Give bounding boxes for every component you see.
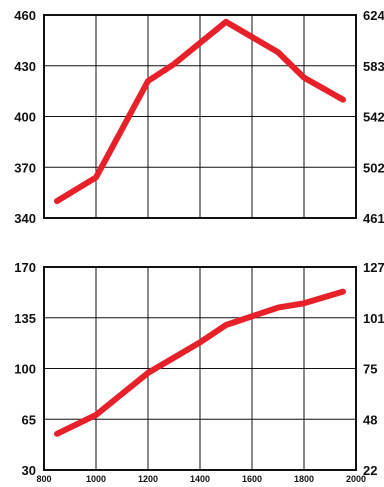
chart-1-y-tick-label-400: 400 <box>14 110 36 125</box>
chart-2-frame <box>43 266 357 471</box>
chart-2-x-tick-label-1000: 1000 <box>86 474 106 484</box>
chart-2-y-tick-label-135: 135 <box>14 311 36 326</box>
chart-2-x-tick-label-1200: 1200 <box>138 474 158 484</box>
chart-1-series-line-1 <box>54 18 346 205</box>
chart-1-y2-tick-label-583: 583 <box>363 59 384 74</box>
chart-1-y-tick-label-370: 370 <box>14 160 36 175</box>
chart-2-y2-tick-label-48: 48 <box>363 412 377 427</box>
chart-2-y-tick-label-65: 65 <box>22 412 36 427</box>
chart-1-y2-tick-label-624: 624 <box>363 8 384 23</box>
chart-2-y-tick-label-100: 100 <box>14 362 36 377</box>
chart-1-y2-tick-label-542: 542 <box>363 110 384 125</box>
chart-1-y-tick-label-460: 460 <box>14 8 36 23</box>
chart-2-y2-tick-label-127: 127 <box>363 260 384 275</box>
chart-2-y-tick-label-170: 170 <box>14 260 36 275</box>
chart-2-y2-tick-label-22: 22 <box>363 463 377 478</box>
chart-2-x-tick-label-1400: 1400 <box>190 474 210 484</box>
chart-2-y2-tick-label-101: 101 <box>363 311 384 326</box>
chart-1-y-tick-label-430: 430 <box>14 59 36 74</box>
chart-2: 30 65 100 135 170 22 48 75 101 127 800 1000 1200 1400… <box>14 260 384 484</box>
chart-2-y2-tick-label-75: 75 <box>363 362 377 377</box>
chart-2-x-tick-label-1800: 1800 <box>294 474 314 484</box>
chart-1-frame <box>43 14 357 219</box>
chart-1-y-tick-label-340: 340 <box>14 211 36 226</box>
chart-1-y2-tick-label-502: 502 <box>363 160 384 175</box>
chart-2-x-tick-label-2000: 2000 <box>346 474 366 484</box>
chart-1-y2-tick-label-461: 461 <box>363 211 384 226</box>
chart-2-x-tick-label-1600: 1600 <box>242 474 262 484</box>
chart-2-series-line-1 <box>54 288 346 437</box>
chart-2-y-tick-label-30: 30 <box>22 463 36 478</box>
chart-1: 340 370 400 430 460 461 502 542 583 624 <box>14 8 384 226</box>
chart-2-x-tick-label-800: 800 <box>36 474 51 484</box>
